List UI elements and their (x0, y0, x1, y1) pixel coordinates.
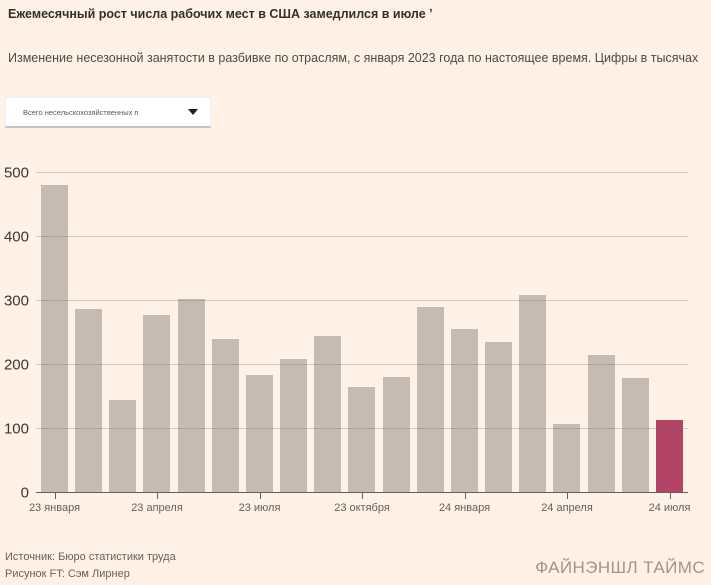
bar-1[interactable] (75, 309, 103, 493)
bar-6[interactable] (245, 375, 273, 493)
bar-4[interactable] (177, 299, 205, 493)
x-axis-tick (54, 493, 56, 499)
x-axis-tick (259, 493, 261, 499)
bar-17[interactable] (621, 378, 649, 493)
y-gridline: 200 (4, 356, 688, 373)
brand-wordmark: ФАЙНЭНШЛ ТАЙМС (535, 558, 705, 577)
x-axis-label: 24 апреля (541, 502, 593, 514)
x-axis-tick (362, 493, 363, 499)
x-axis-label: 24 июля (648, 502, 691, 514)
x-axis-tick (669, 493, 671, 499)
y-axis-label: 0 (20, 484, 29, 501)
y-gridline: 500 (4, 164, 688, 181)
y-axis-label: 100 (3, 420, 29, 437)
y-axis-label: 300 (3, 292, 29, 309)
source-line: Источник: Бюро статистики труда (5, 551, 176, 563)
bar-16[interactable] (587, 354, 615, 493)
page-title: Ежемесячный рост числа рабочих мест в СШ… (8, 7, 433, 21)
y-gridline: 300 (4, 292, 688, 309)
x-axis-label: 23 октября (334, 502, 390, 514)
x-axis-label: 24 января (438, 502, 491, 514)
bar-3[interactable] (143, 315, 171, 493)
y-axis-label: 200 (3, 356, 29, 373)
bar-12[interactable] (450, 329, 478, 493)
credit-line: Рисунок FT: Сэм Лирнер (5, 567, 130, 580)
industry-dropdown[interactable]: Всего несельскохозяйственных п (5, 97, 211, 128)
y-gridline: 100 (4, 420, 688, 437)
x-axis-tick (464, 493, 466, 499)
bar-5[interactable] (211, 339, 239, 493)
y-axis-label: 400 (3, 228, 29, 245)
bar-18[interactable] (655, 420, 683, 493)
bar-0[interactable] (41, 184, 68, 493)
bar-14[interactable] (519, 294, 547, 493)
y-axis-label: 500 (3, 164, 29, 181)
bar-15[interactable] (553, 423, 581, 493)
bars-container (36, 173, 688, 493)
x-axis-tick (567, 493, 568, 499)
x-axis-tick (157, 493, 158, 499)
bar-8[interactable] (314, 335, 342, 493)
x-axis-label: 23 июля (238, 502, 281, 514)
x-axis-label: 23 января (28, 502, 81, 514)
bar-2[interactable] (109, 399, 137, 493)
chart-subtitle: Изменение несезонной занятости в разбивк… (8, 51, 699, 65)
x-axis-label: 23 апреля (131, 502, 183, 514)
bar-7[interactable] (280, 358, 308, 493)
x-axis-baseline: 0 (21, 484, 688, 501)
plot-area: 0 100 200 300 400 500 23 января 23 апреля 23 июл… (4, 164, 690, 514)
bar-13[interactable] (485, 341, 513, 493)
industry-dropdown-value: Всего несельскохозяйственных п (23, 107, 139, 117)
x-axis: 23 января 23 апреля 23 июля 23 октября 24 ян… (29, 493, 691, 535)
y-gridline: 400 (4, 228, 688, 245)
bar-11[interactable] (416, 307, 444, 493)
footer-source-block: Источник: Бюро статистики труда Рисунок … (5, 549, 176, 582)
chevron-down-icon (188, 109, 198, 115)
bar-10[interactable] (382, 376, 410, 493)
bar-9[interactable] (348, 387, 376, 493)
